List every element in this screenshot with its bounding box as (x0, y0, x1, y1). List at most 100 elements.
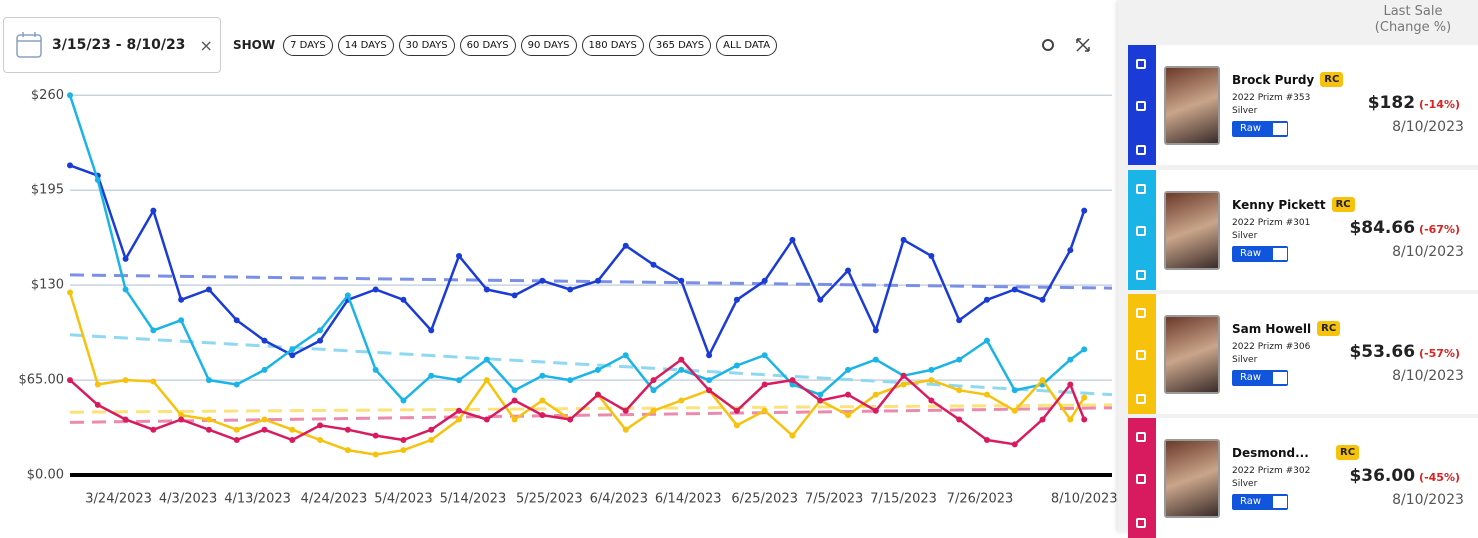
data-point (650, 387, 657, 394)
data-point (928, 366, 935, 373)
data-point (150, 327, 157, 334)
x-tick-label: 7/15/2023 (870, 492, 937, 507)
data-point (317, 422, 324, 429)
data-point (178, 416, 185, 423)
grade-dropdown[interactable]: Raw (1232, 370, 1288, 386)
select-icon[interactable] (1136, 432, 1146, 442)
data-point (678, 356, 685, 363)
data-point (261, 416, 268, 423)
copy-icon[interactable] (1136, 226, 1146, 236)
header-subtitle: (Change %) (1374, 20, 1452, 35)
grade-dropdown[interactable]: Raw (1232, 246, 1288, 262)
x-tick-label: 5/14/2023 (440, 492, 507, 507)
data-point (261, 337, 268, 344)
x-tick-label: 4/13/2023 (224, 492, 291, 507)
player-name[interactable]: Desmond... (1232, 446, 1309, 460)
toolbar: 3/15/23 - 8/10/23 × SHOW 7 DAYS 14 DAYS 30… (3, 17, 782, 73)
data-point (872, 356, 879, 363)
data-point (845, 391, 852, 398)
x-tick-label: 6/25/2023 (731, 492, 798, 507)
delete-icon[interactable] (1136, 518, 1146, 528)
delete-icon[interactable] (1136, 394, 1146, 404)
data-point (456, 252, 463, 259)
data-point (94, 401, 101, 408)
clear-button[interactable]: × (199, 35, 213, 55)
data-point (1081, 394, 1088, 401)
expand-icon[interactable] (1076, 38, 1090, 52)
data-point (761, 381, 768, 388)
sale-date: 8/10/2023 (1392, 119, 1464, 135)
data-point (483, 377, 490, 384)
data-point (205, 377, 212, 384)
data-point (233, 317, 240, 324)
range-button[interactable]: 60 DAYS (459, 34, 516, 56)
select-icon[interactable] (1136, 184, 1146, 194)
copy-icon[interactable] (1136, 101, 1146, 111)
player-name[interactable]: Sam Howell (1232, 322, 1312, 336)
price-change: (-45%) (1419, 471, 1460, 484)
price: $182 (1367, 93, 1416, 113)
series-line (68, 292, 1086, 456)
data-point (205, 286, 212, 293)
data-point (928, 377, 935, 384)
player-name[interactable]: Brock Purdy (1232, 73, 1315, 87)
data-point (511, 416, 518, 423)
data-point (1011, 407, 1018, 414)
data-point (594, 391, 601, 398)
data-point (511, 387, 518, 394)
data-point (400, 296, 407, 303)
data-point (956, 356, 963, 363)
data-point (67, 162, 73, 169)
price-change: (-67%) (1419, 223, 1460, 236)
data-point (372, 432, 379, 439)
range-button[interactable]: 7 DAYS (283, 34, 333, 56)
data-point (456, 407, 463, 414)
range-button[interactable]: 14 DAYS (337, 34, 394, 56)
sort-header[interactable]: Last Sale (Change %) (1358, 4, 1468, 36)
range-button[interactable]: 365 DAYS (648, 34, 712, 56)
settings-icon[interactable] (1042, 39, 1054, 51)
select-icon[interactable] (1136, 59, 1146, 69)
range-button[interactable]: ALL DATA (716, 34, 778, 56)
data-point (372, 366, 379, 373)
card-variant: Silver (1232, 231, 1258, 241)
data-point (67, 289, 73, 296)
data-point (344, 447, 351, 454)
price-row: $84.66 (-67%) (1349, 218, 1460, 238)
select-icon[interactable] (1136, 308, 1146, 318)
date-picker[interactable]: 3/15/23 - 8/10/23 × (3, 17, 221, 73)
trend-line (69, 273, 1113, 290)
copy-icon[interactable] (1136, 474, 1146, 484)
card-set: 2022 Prizm #301 (1232, 218, 1311, 228)
trend-line (69, 406, 1113, 424)
rc-badge: RC (1336, 445, 1360, 460)
data-point (372, 451, 379, 458)
delete-icon[interactable] (1136, 270, 1146, 280)
header-title: Last Sale (1383, 4, 1443, 19)
data-point (122, 255, 129, 262)
copy-icon[interactable] (1136, 350, 1146, 360)
data-point (622, 242, 629, 249)
grade-dropdown[interactable]: Raw (1232, 121, 1288, 137)
card-stripe (1128, 45, 1156, 165)
data-point (622, 352, 629, 359)
data-point (483, 416, 490, 423)
data-point (594, 366, 601, 373)
card-variant: Silver (1232, 479, 1258, 489)
x-tick-label: 6/4/2023 (590, 492, 648, 507)
card-image (1164, 191, 1220, 270)
price-row: $36.00 (-45%) (1349, 466, 1460, 486)
data-point (511, 397, 518, 404)
data-point (567, 377, 574, 384)
price-row: $53.66 (-57%) (1349, 342, 1460, 362)
grade-dropdown[interactable]: Raw (1232, 494, 1288, 510)
range-button[interactable]: 180 DAYS (581, 34, 644, 56)
range-button[interactable]: 90 DAYS (520, 34, 577, 56)
range-button[interactable]: 30 DAYS (398, 34, 455, 56)
data-point (1011, 441, 1018, 448)
delete-icon[interactable] (1136, 145, 1146, 155)
x-tick-label: 5/4/2023 (374, 492, 432, 507)
data-point (956, 317, 963, 324)
player-name[interactable]: Kenny Pickett (1232, 198, 1326, 212)
